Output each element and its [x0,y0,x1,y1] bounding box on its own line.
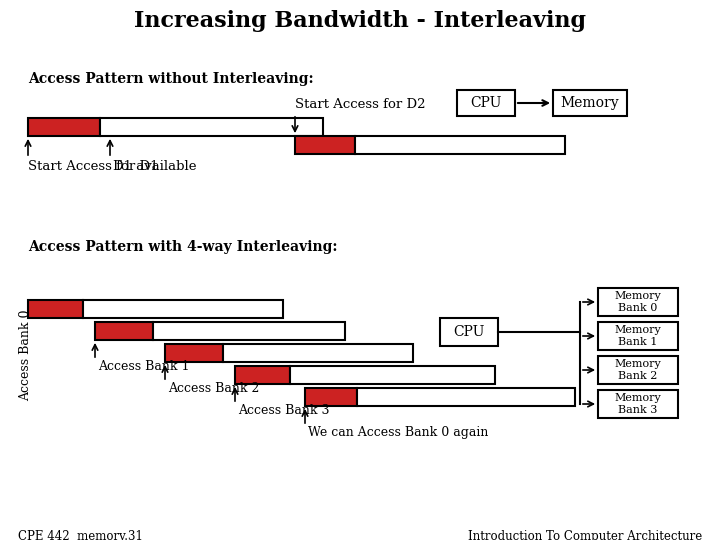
Bar [95,322,153,340]
Text: Increasing Bandwidth - Interleaving: Increasing Bandwidth - Interleaving [134,10,586,32]
Bar [100,118,323,136]
Bar [553,90,627,116]
Text: CPU: CPU [470,96,502,110]
Bar [295,136,355,154]
Bar [165,344,223,362]
Text: Memory
Bank 1: Memory Bank 1 [615,325,662,347]
Bar [153,322,345,340]
Text: Introduction To Computer Architecture: Introduction To Computer Architecture [468,530,702,540]
Text: We can Access Bank 0 again: We can Access Bank 0 again [308,426,488,439]
Bar [28,300,83,318]
Bar [598,288,678,316]
Bar [223,344,413,362]
Bar [290,366,495,384]
Text: Start Access for D2: Start Access for D2 [295,98,426,111]
Text: Access Pattern without Interleaving:: Access Pattern without Interleaving: [28,72,314,86]
Bar [598,356,678,384]
Text: Access Bank 3: Access Bank 3 [238,404,330,417]
Text: D1 available: D1 available [113,160,197,173]
Bar [355,136,565,154]
Bar [440,318,498,346]
Text: Memory
Bank 0: Memory Bank 0 [615,291,662,313]
Bar [457,90,515,116]
Text: CPU: CPU [454,325,485,339]
Text: Start Access for D1: Start Access for D1 [28,160,158,173]
Text: Access Bank 1: Access Bank 1 [98,360,189,373]
Text: Memory: Memory [561,96,619,110]
Bar [28,118,100,136]
Bar [83,300,283,318]
Text: Access Pattern with 4-way Interleaving:: Access Pattern with 4-way Interleaving: [28,240,338,254]
Text: CPE 442  memory.31: CPE 442 memory.31 [18,530,143,540]
Bar [235,366,290,384]
Bar [598,322,678,350]
Bar [598,390,678,418]
Text: Access Bank 2: Access Bank 2 [168,382,259,395]
Text: Memory
Bank 2: Memory Bank 2 [615,359,662,381]
Bar [305,388,357,406]
Text: Memory
Bank 3: Memory Bank 3 [615,393,662,415]
Bar [357,388,575,406]
Text: Access Bank 0: Access Bank 0 [19,309,32,401]
